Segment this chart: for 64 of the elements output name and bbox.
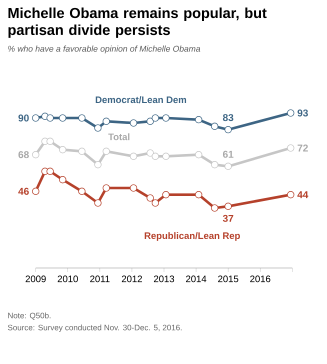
x-tick-label: 2011 xyxy=(90,276,110,282)
point xyxy=(224,202,232,210)
point xyxy=(152,199,159,207)
point xyxy=(46,114,54,122)
data-label: 61 xyxy=(222,150,234,158)
series-label: Total xyxy=(108,133,130,140)
point xyxy=(94,199,102,207)
point xyxy=(130,184,138,192)
data-label: 72 xyxy=(298,144,308,152)
point xyxy=(94,161,102,168)
x-tick-label: 2015 xyxy=(218,276,238,282)
data-label: 68 xyxy=(18,151,29,158)
point xyxy=(32,151,40,158)
point xyxy=(94,124,102,132)
point xyxy=(152,152,159,160)
point xyxy=(46,138,54,145)
point xyxy=(224,126,232,134)
data-label: 90 xyxy=(18,114,29,122)
data-label: 93 xyxy=(298,109,308,117)
point xyxy=(130,119,138,127)
x-tick-label: 2009 xyxy=(26,276,46,282)
point xyxy=(211,204,218,212)
point xyxy=(102,148,110,155)
point xyxy=(287,144,294,152)
point xyxy=(78,148,86,155)
point xyxy=(46,168,54,175)
point xyxy=(152,114,159,122)
point xyxy=(194,191,202,198)
point xyxy=(58,146,66,154)
data-label: 46 xyxy=(18,188,29,195)
point xyxy=(78,114,86,122)
point xyxy=(211,122,218,130)
text: Republican/Lean Rep xyxy=(144,232,240,241)
data-label: 44 xyxy=(297,191,308,198)
point xyxy=(32,188,40,195)
x-tick-label: 2016 xyxy=(250,276,270,282)
point xyxy=(194,116,202,124)
point xyxy=(58,114,66,122)
point xyxy=(146,118,154,125)
point xyxy=(162,114,170,122)
point xyxy=(194,151,202,158)
x-tick-label: 2012 xyxy=(122,276,142,282)
point xyxy=(32,114,40,122)
point xyxy=(102,118,110,125)
point xyxy=(146,194,154,202)
point xyxy=(58,176,66,184)
point xyxy=(162,191,170,198)
point xyxy=(287,109,294,117)
point xyxy=(130,152,138,160)
point xyxy=(224,162,232,170)
point xyxy=(287,191,294,198)
point xyxy=(146,149,154,157)
point xyxy=(211,161,218,168)
x-tick-label: 2010 xyxy=(58,276,78,282)
series-label: Democrat/Lean Dem xyxy=(96,96,186,104)
chart-title: Michelle Obama remains popular, but partisan divide persists xyxy=(8,8,267,38)
chart-subtitle: % who have a favorable opinion of Michelle Obama xyxy=(8,46,200,54)
point xyxy=(102,184,110,192)
x-tick-label: 2014 xyxy=(186,276,206,282)
point xyxy=(78,188,86,195)
data-label: 83 xyxy=(222,114,234,122)
x-tick-label: 2013 xyxy=(154,276,174,282)
data-label: 37 xyxy=(222,214,234,222)
point xyxy=(162,152,170,160)
